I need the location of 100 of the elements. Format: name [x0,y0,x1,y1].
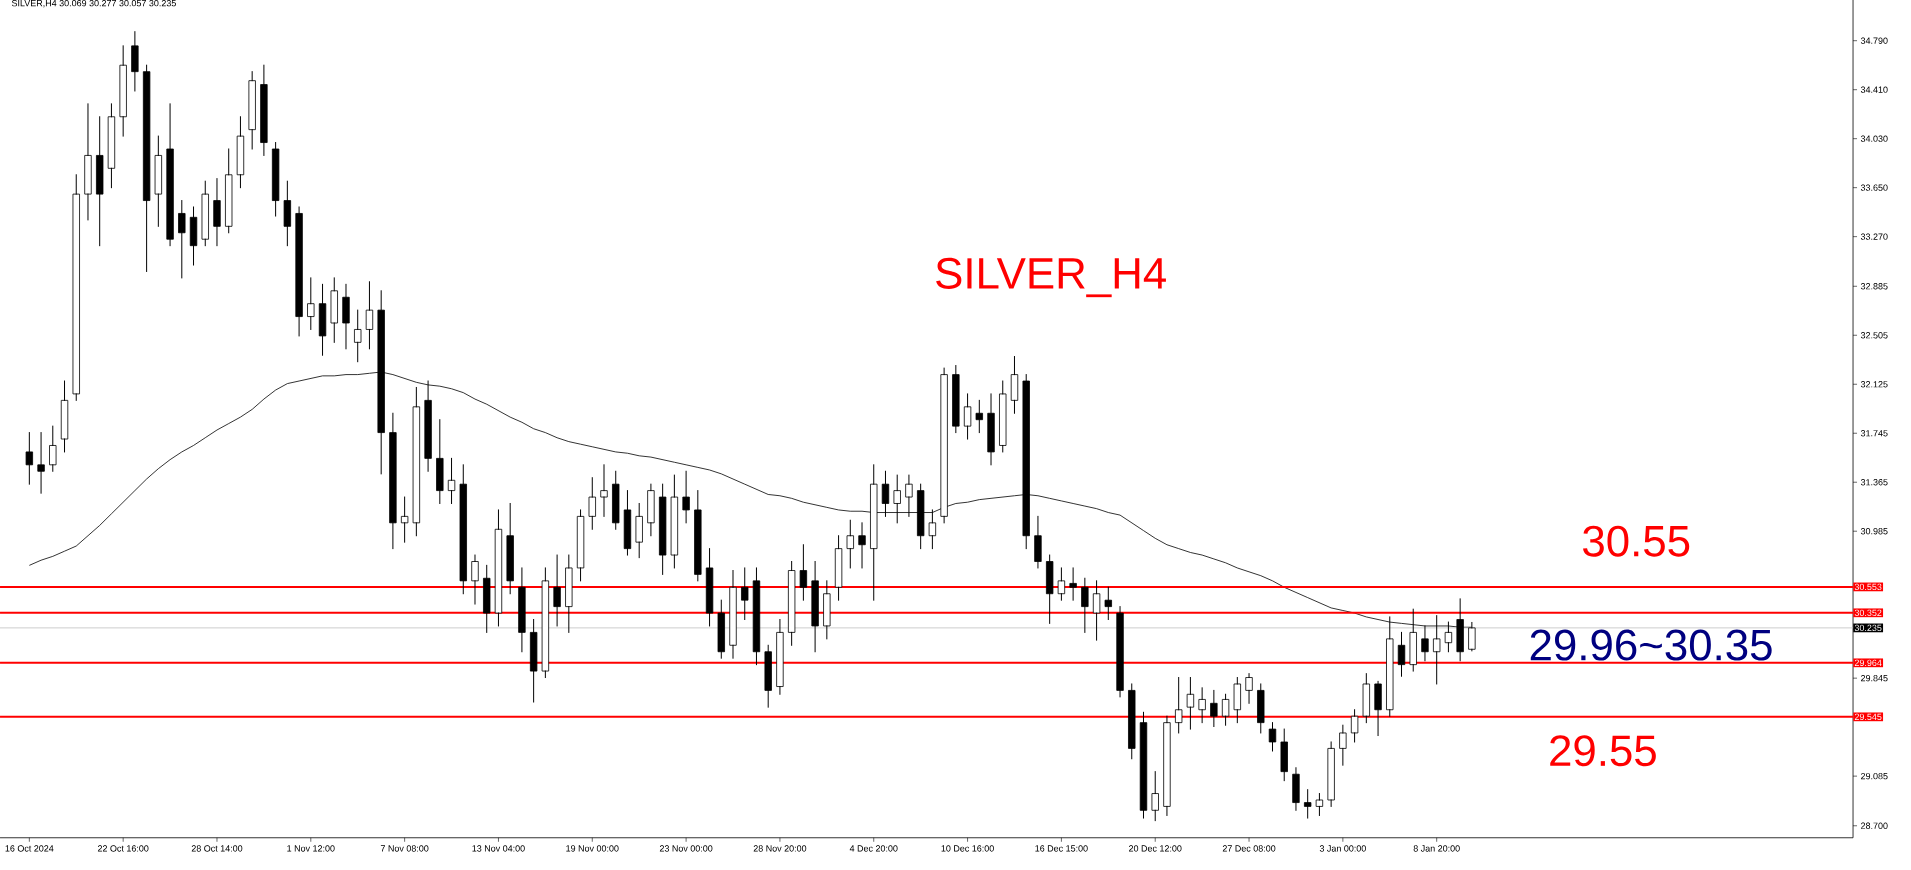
candlestick [166,103,174,247]
candlestick [318,283,327,356]
candlestick [952,365,960,434]
x-tick-label: 20 Dec 12:00 [1129,845,1182,852]
candlestick [928,509,937,550]
text: 29.55 [1550,735,1656,767]
candlestick [131,31,139,92]
y-tick-label: 31.745 [1860,430,1888,437]
text: SILVER,H4 30.069 30.277 30.057 30.235 [11,0,176,8]
candlestick [1257,683,1265,734]
text: 29.96~30.35 [1530,629,1772,661]
candlestick [119,45,127,137]
x-tick-label: 4 Dec 20:00 [849,845,898,852]
candlestick [1128,683,1136,760]
candlestick [1057,567,1066,601]
candlestick [49,425,57,472]
candlestick [670,474,679,569]
candlestick [271,142,280,217]
candlestick [694,490,702,582]
y-tick-label: 29.845 [1861,674,1888,682]
candlestick [811,561,819,653]
candlestick [1374,680,1382,737]
candlestick [916,483,925,550]
x-tick-label: 28 Oct 14:00 [191,845,243,852]
candlestick [436,419,444,504]
candlestick [342,283,350,350]
candlestick [1151,771,1159,822]
y-tick-label: 34.790 [1860,37,1888,44]
x-tick-label: 28 Nov 20:00 [753,845,807,852]
candlestick [717,599,725,659]
ref-line-label: 29.545 [1854,713,1882,721]
candlestick [1022,374,1030,550]
candlestick [236,116,245,189]
candlestick [858,522,866,569]
candlestick [225,148,233,234]
candlestick [1104,586,1112,621]
candlestick [354,309,362,363]
candlestick [1280,728,1288,782]
candlestick [412,386,421,537]
candlestick [189,206,198,266]
candlestick [1139,711,1148,819]
text: 30.55 [1583,525,1690,557]
candlestick [705,548,714,627]
candlestick [506,502,514,595]
candlestick [752,567,761,666]
candlestick [447,457,456,504]
candlestick [260,64,268,156]
candlestick [96,116,104,247]
candlestick [1468,621,1476,652]
candlestick [295,206,303,337]
candlestick [84,103,92,221]
candlestick [1081,577,1089,633]
y-tick-label: 32.885 [1860,283,1888,290]
candlestick [1339,724,1347,766]
candlestick [424,380,432,472]
candlestick [612,470,620,530]
candlestick [307,277,315,330]
y-tick-label: 34.030 [1860,135,1888,142]
candlestick [459,464,467,595]
candlestick [248,71,256,150]
candlestick [553,554,561,627]
candlestick [834,535,843,601]
candlestick [213,178,221,247]
candlestick [1315,793,1324,816]
candlestick [682,470,690,524]
candlestick [846,519,854,569]
y-tick-label: 33.270 [1860,233,1888,240]
y-tick-label: 32.125 [1860,381,1888,388]
candlestick [729,570,737,659]
x-tick-label: 27 Dec 08:00 [1222,845,1276,852]
candlestick [975,399,983,434]
x-tick-label: 10 Dec 16:00 [941,845,994,852]
candlestick [107,103,116,189]
x-tick-label: 3 Jan 00:00 [1319,845,1366,852]
candlestick [201,180,209,247]
candlestick [963,393,972,440]
x-tick-label: 7 Nov 08:00 [380,845,429,852]
candlestick [987,393,995,466]
candlestick [142,64,151,272]
candlestick [154,135,163,227]
candlestick [1069,567,1077,601]
candlestick [541,567,550,679]
candlestick [870,464,878,601]
candlestick [623,490,632,556]
candlestick [283,180,292,247]
candlestick [799,544,808,601]
candlestick [576,509,585,582]
candlestick [1397,631,1406,677]
candlestick [823,580,831,640]
candlestick [1116,606,1124,698]
candlestick [1350,709,1359,743]
y-tick-label: 31.365 [1860,479,1888,486]
candlestick [1233,677,1241,724]
candlestick [60,380,69,453]
candlestick [764,644,772,708]
candlestick [72,174,80,401]
candlestick [518,567,526,653]
candlestick [1045,554,1054,624]
candlestick [529,619,538,703]
candlestick [893,474,901,524]
